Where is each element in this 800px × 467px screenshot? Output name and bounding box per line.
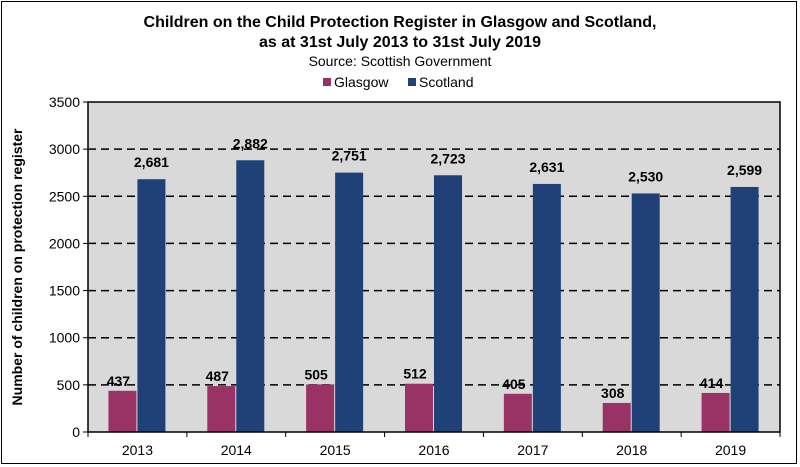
bar-scotland-2017 xyxy=(532,183,561,432)
data-label: 2,751 xyxy=(332,148,367,164)
data-label: 308 xyxy=(601,385,625,401)
data-label: 2,599 xyxy=(727,162,762,178)
data-label: 2,631 xyxy=(529,159,564,175)
data-label: 2,882 xyxy=(233,135,268,151)
y-tick-label: 0 xyxy=(72,424,80,440)
y-tick-label: 1000 xyxy=(49,330,80,346)
chart-subtitle: Source: Scottish Government xyxy=(309,53,492,69)
bar-scotland-2018 xyxy=(631,193,660,432)
bar-scotland-2013 xyxy=(137,179,166,432)
legend-swatch-glasgow xyxy=(323,78,331,86)
y-tick-label: 3000 xyxy=(49,141,80,157)
bar-scotland-2019 xyxy=(730,186,759,432)
bar-glasgow-2015 xyxy=(306,384,335,432)
bar-glasgow-2017 xyxy=(503,393,532,432)
y-tick-label: 2000 xyxy=(49,235,80,251)
data-label: 512 xyxy=(403,366,427,382)
x-tick-label: 2015 xyxy=(320,442,351,458)
x-tick-label: 2016 xyxy=(418,442,449,458)
data-label: 414 xyxy=(700,375,724,391)
legend: Glasgow Scotland xyxy=(323,74,473,90)
data-label: 405 xyxy=(502,376,526,392)
bar-scotland-2014 xyxy=(236,160,265,433)
x-tick-label: 2014 xyxy=(221,442,252,458)
y-axis-label: Number of children on protection registe… xyxy=(9,128,25,405)
x-tick-label: 2017 xyxy=(517,442,548,458)
y-tick-label: 3500 xyxy=(49,94,80,110)
y-tick-label: 2500 xyxy=(49,188,80,204)
data-label: 487 xyxy=(206,368,230,384)
bar-glasgow-2014 xyxy=(207,386,236,432)
data-label: 2,681 xyxy=(134,154,169,170)
data-label: 437 xyxy=(107,373,131,389)
bar-glasgow-2019 xyxy=(701,392,730,432)
x-tick-label: 2018 xyxy=(616,442,647,458)
x-tick-label: 2019 xyxy=(715,442,746,458)
chart-title-line-2: as at 31st July 2013 to 31st July 2019 xyxy=(259,34,541,51)
legend-label-scotland: Scotland xyxy=(419,74,473,90)
bar-scotland-2015 xyxy=(335,172,364,432)
legend-label-glasgow: Glasgow xyxy=(334,74,389,90)
bar-scotland-2016 xyxy=(434,175,462,432)
bar-glasgow-2013 xyxy=(108,390,137,432)
bar-glasgow-2018 xyxy=(602,402,631,432)
x-tick-label: 2013 xyxy=(122,442,153,458)
data-label: 505 xyxy=(304,366,328,382)
legend-swatch-scotland xyxy=(408,78,416,86)
y-tick-label: 1500 xyxy=(49,283,80,299)
data-label: 2,723 xyxy=(430,150,465,166)
data-label: 2,530 xyxy=(628,168,663,184)
bar-glasgow-2016 xyxy=(405,383,433,432)
plot-border xyxy=(87,101,781,433)
y-tick-label: 500 xyxy=(57,377,81,393)
chart-title-line-1: Children on the Child Protection Registe… xyxy=(144,14,657,31)
